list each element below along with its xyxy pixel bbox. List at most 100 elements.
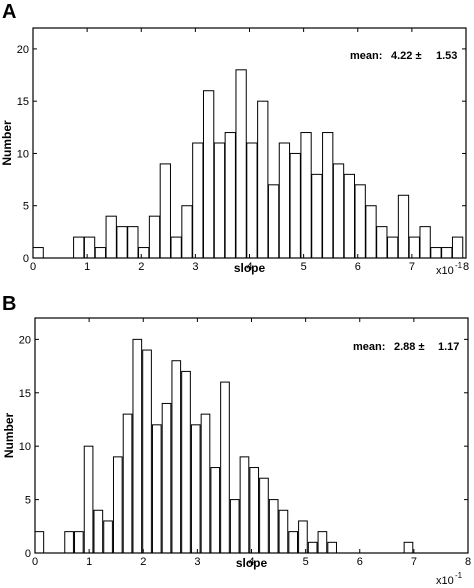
panel-a-bar (127, 226, 139, 259)
panel-a-bar (170, 236, 182, 259)
panel-b-letter: B (2, 293, 16, 315)
panel-a-x-tick-label: 6 (355, 261, 361, 273)
panel-a-mean-sd: 1.53 (436, 50, 457, 62)
panel-a-scale-exp: -1 (455, 261, 463, 270)
panel-b-bar (83, 445, 94, 554)
panel-a-bar (83, 236, 96, 259)
panel-a-bar (322, 132, 334, 259)
panel-b-x-tick-label: 2 (140, 556, 146, 568)
panel-b-bar (151, 424, 162, 554)
panel-b-x-tick-label: 4 (248, 556, 254, 568)
panel-a-x-tick-label: 7 (409, 261, 415, 273)
panel-a-bar (430, 247, 442, 259)
panel-a-bar (202, 90, 215, 259)
panel-a-bar (441, 247, 453, 259)
panel-a-bar (365, 205, 377, 259)
panel-b-bar (181, 370, 191, 554)
panel-a-mean-label: mean: (350, 50, 382, 62)
panel-b-bar (200, 413, 211, 554)
panel-a-scale-base: x10 (436, 265, 454, 277)
panel-b-bar (298, 520, 308, 554)
panel-a-x-tick-label: 5 (301, 261, 307, 273)
panel-a-bar (224, 132, 236, 259)
panel-a-bar (289, 152, 301, 259)
panel-b-bar (142, 349, 152, 554)
panel-a-bar (32, 247, 44, 259)
panel-b-bar (249, 467, 260, 554)
panel-a-x-tick-label: 8 (463, 261, 469, 273)
panel-a-bar (213, 142, 226, 259)
panel-a-mean-value: 4.22 ± (391, 50, 422, 62)
panel-a-y-tick-label: 20 (17, 44, 29, 56)
panel-a-bar (181, 205, 193, 259)
panel-a-bar (354, 184, 366, 259)
panel-b-bar (239, 456, 250, 554)
panel-b-mean-sd: 1.17 (438, 341, 459, 353)
panel-b-x-tick-label: 0 (32, 556, 38, 568)
panel-a-bar (267, 184, 280, 259)
panel-a-bar (138, 247, 150, 259)
panel-b-bar (210, 467, 221, 554)
panel-a-bar (246, 142, 258, 259)
panel-b-x-tick-label: 3 (194, 556, 200, 568)
panel-b-bar (122, 413, 133, 554)
panel-a-bar (343, 173, 356, 259)
panel-a-x-axis-label: slope (234, 261, 266, 275)
panel-a-bar (300, 132, 312, 259)
panel-a-bar (235, 69, 247, 259)
panel-b-y-tick-label: 5 (25, 495, 31, 507)
panel-b-x-tick-label: 5 (303, 556, 309, 568)
panel-b-x-axis-label: slope (236, 556, 268, 570)
panel-a-x-tick-label: 2 (138, 261, 144, 273)
panel-a-bar (257, 100, 269, 259)
panel-a-bar (148, 215, 161, 259)
panel-b-y-tick-label: 20 (19, 334, 31, 346)
panel-a-bar (419, 226, 431, 259)
panel-b-bar (93, 509, 104, 554)
panel-a-bar (116, 226, 128, 259)
panel-b-bar (103, 520, 113, 554)
panel-b-bar (64, 531, 74, 554)
panel-b-x-tick-label: 7 (411, 556, 417, 568)
panel-b-scale-exp: -1 (455, 571, 463, 580)
panel-a-bar (192, 142, 204, 259)
panel-a-x-tick-label: 1 (84, 261, 90, 273)
panel-b-bar (317, 531, 328, 554)
panel-b-x-tick-label: 1 (86, 556, 92, 568)
histogram-panel-b: 0 1 2 3 4 5 6 7 8 0 5 10 15 20 slope Number (2, 317, 471, 570)
panel-a-bar (159, 163, 171, 259)
panel-b-bar (161, 402, 172, 554)
panel-a-y-tick-label: 0 (23, 253, 29, 265)
panel-b-bar (74, 531, 84, 554)
panel-b-bar (112, 456, 123, 554)
panel-b-y-tick-label: 15 (19, 388, 31, 400)
panel-a-y-axis-label: Number (0, 120, 14, 166)
panel-a-y-tick-label: 10 (17, 148, 29, 160)
panel-a-bar (451, 236, 464, 259)
panel-a-bar (105, 215, 117, 259)
panel-a-bar (397, 194, 410, 259)
panel-b-scale-base: x10 (436, 575, 454, 587)
panel-a-x-tick-label: 0 (30, 261, 36, 273)
panel-a-bar (94, 247, 107, 259)
panel-b-y-tick-label: 0 (25, 548, 31, 560)
panel-b-bar (190, 424, 201, 554)
panel-b-y-axis-label: Number (2, 413, 16, 459)
panel-a-bar (311, 173, 323, 259)
panel-b-x-tick-label: 6 (357, 556, 363, 568)
panel-b-bar (171, 360, 182, 554)
panel-a-x-tick-label: 4 (246, 261, 252, 273)
panel-b-bar (229, 499, 240, 554)
panel-a-bar (278, 142, 291, 259)
panel-a-bar (73, 236, 85, 259)
panel-a-y-tick-label: 5 (23, 201, 29, 213)
panel-b-mean-value: 2.88 ± (394, 341, 425, 353)
panel-b-bar (220, 381, 230, 554)
panel-b-bar (259, 477, 269, 554)
panel-b-y-tick-label: 10 (19, 441, 31, 453)
panel-b-x-tick-label: 8 (465, 556, 471, 568)
panel-b-bar (34, 531, 45, 554)
panel-b-bar (288, 531, 299, 554)
panel-a-bar (387, 236, 399, 259)
